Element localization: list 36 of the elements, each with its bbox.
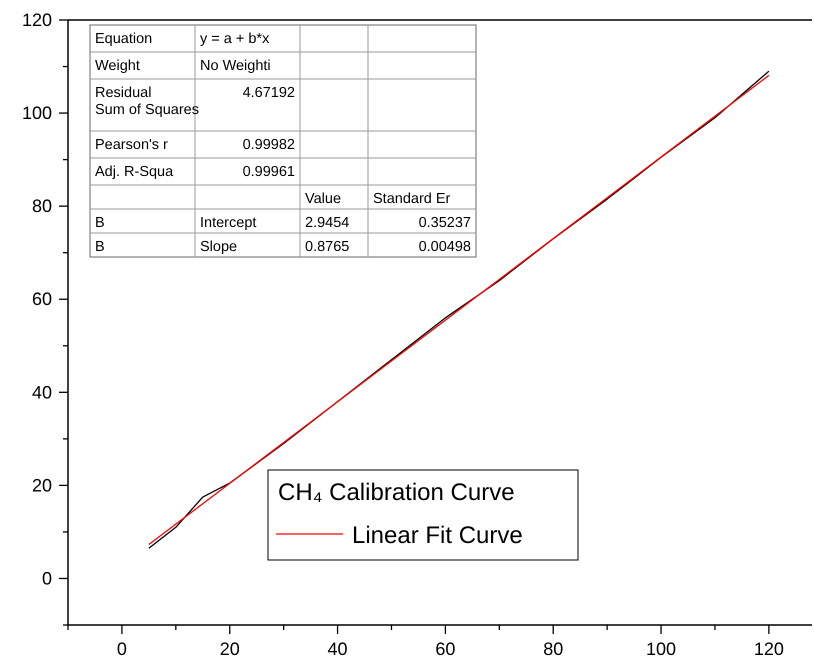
- x-tick-label: 20: [220, 639, 240, 659]
- annotation: B: [95, 215, 105, 231]
- annotation: 0.99961: [242, 164, 295, 180]
- annotation: Intercept: [200, 215, 256, 231]
- legend-label: Linear Fit Curve: [352, 522, 523, 549]
- annotation: Equation: [95, 31, 152, 47]
- y-tick-label: 80: [32, 196, 52, 216]
- x-tick-label: 120: [754, 639, 784, 659]
- annotation: No Weighti: [200, 58, 271, 74]
- y-tick-label: 0: [42, 568, 52, 588]
- x-tick-label: 40: [328, 639, 348, 659]
- y-tick-label: 40: [32, 382, 52, 402]
- y-tick-label: 120: [22, 10, 52, 30]
- annotation: y = a + b*x: [200, 31, 270, 47]
- y-tick-label: 100: [22, 103, 52, 124]
- annotation: Adj. R-Squa: [95, 164, 174, 180]
- annotation: Weight: [95, 58, 140, 74]
- x-tick-label: 100: [646, 639, 676, 659]
- annotation: 0.99982: [242, 137, 295, 153]
- annotation: Residual Sum of Squares: [95, 85, 199, 118]
- x-tick-label: 60: [435, 639, 456, 659]
- annotation: Value: [305, 191, 342, 207]
- annotation: 0.00498: [418, 239, 471, 255]
- annotation: 0.8765: [305, 239, 350, 255]
- y-tick-label: 60: [32, 289, 52, 310]
- y-tick-label: 20: [32, 475, 52, 496]
- annotation: Standard Er: [373, 191, 451, 207]
- x-tick-label: 80: [543, 639, 564, 659]
- legend-title: CH₄ Calibration Curve: [278, 479, 515, 506]
- annotation: Slope: [200, 239, 238, 255]
- annotation: 0.35237: [418, 215, 471, 231]
- annotation: 2.9454: [305, 215, 350, 231]
- annotation: 4.67192: [242, 85, 295, 101]
- annotation: Pearson's r: [95, 137, 168, 153]
- x-tick-label: 0: [116, 639, 127, 659]
- annotation: B: [95, 239, 105, 255]
